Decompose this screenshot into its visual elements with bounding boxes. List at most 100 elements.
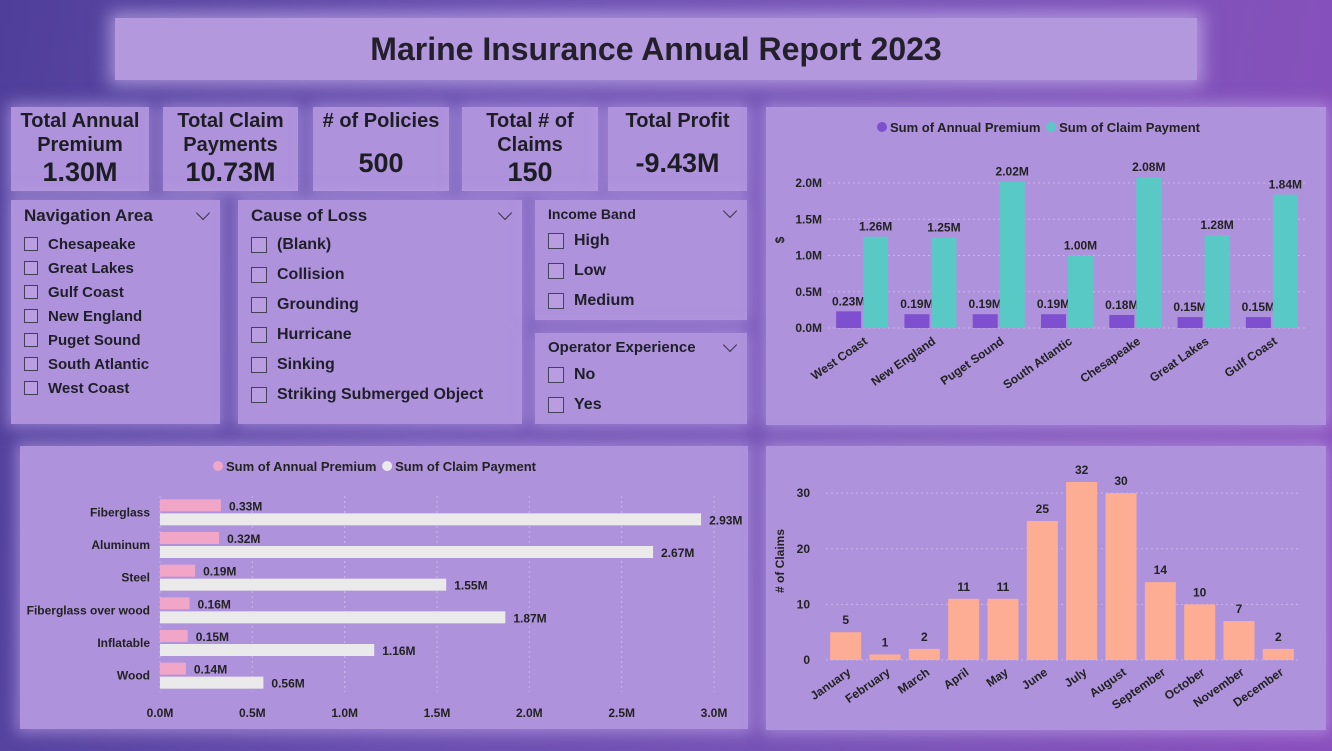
checkbox[interactable] (251, 387, 267, 403)
data-label: 0.15M (1242, 300, 1275, 314)
data-label: 2.02M (996, 165, 1029, 179)
checkbox[interactable] (24, 357, 38, 371)
legend-label: Sum of Claim Payment (1059, 120, 1201, 135)
data-label: 0.16M (198, 597, 231, 611)
bar (160, 630, 188, 642)
data-label: 1.25M (927, 220, 960, 234)
slicer-option[interactable]: No (548, 360, 747, 390)
slicer-option[interactable]: Chesapeake (24, 232, 220, 256)
bar (1136, 177, 1162, 328)
slicer-option[interactable]: (Blank) (251, 230, 522, 260)
checkbox[interactable] (24, 381, 38, 395)
chart-panel-area: 0.0M 0.5M 1.0M 1.5M 2.0M $ Sum of Annual Premi… (766, 107, 1326, 425)
bar (908, 648, 940, 660)
slicer-option[interactable]: Great Lakes (24, 256, 220, 280)
y-tick-label: Inflatable (97, 636, 150, 650)
data-label: 1.26M (859, 220, 892, 234)
kpi-number-of-policies: # of Policies 500 (313, 107, 449, 191)
bar (160, 532, 220, 544)
chevron-down-icon[interactable] (497, 205, 513, 221)
checkbox[interactable] (24, 237, 38, 251)
checkbox[interactable] (251, 297, 267, 313)
slicer-header: Navigation Area (11, 200, 220, 228)
bar (1041, 314, 1066, 328)
kpi-value: 500 (358, 148, 404, 178)
checkbox[interactable] (24, 285, 38, 299)
data-label: 0.56M (271, 677, 304, 691)
report-title-banner: Marine Insurance Annual Report 2023 (115, 18, 1197, 80)
bar (160, 676, 264, 689)
bar (1262, 648, 1294, 660)
chart-premium-claims-by-area: 0.0M 0.5M 1.0M 1.5M 2.0M $ Sum of Annual Premi… (773, 120, 1306, 392)
slicer-title: Operator Experience (548, 339, 696, 356)
y-tick-label: 10 (797, 597, 811, 611)
data-label: 2 (921, 630, 928, 644)
slicer-option[interactable]: Sinking (251, 350, 522, 380)
bar (931, 237, 957, 328)
y-tick-label: Fiberglass (90, 505, 150, 519)
slicer-title: Navigation Area (24, 206, 153, 225)
bar (836, 311, 862, 328)
slicer-option[interactable]: New England (24, 304, 220, 328)
kpi-label: Total Claim Payments (177, 110, 284, 156)
chevron-down-icon[interactable] (722, 203, 738, 219)
slicer-option[interactable]: Puget Sound (24, 328, 220, 352)
slicer-header: Operator Experience (535, 333, 747, 358)
legend-marker (877, 122, 887, 132)
slicer-option[interactable]: Gulf Coast (24, 280, 220, 304)
slicer-option[interactable]: Striking Submerged Object (251, 380, 522, 410)
slicer-option[interactable]: Medium (548, 286, 747, 316)
bar (830, 632, 862, 660)
bar (904, 314, 930, 328)
bar (160, 546, 654, 558)
data-label: 0.19M (1037, 297, 1070, 311)
slicer-navigation-area: Navigation Area Chesapeake Great Lakes G… (11, 200, 220, 424)
y-tick-label: 20 (797, 542, 811, 556)
data-label: 0.32M (227, 532, 260, 546)
checkbox[interactable] (548, 263, 564, 279)
slicer-option[interactable]: South Atlantic (24, 352, 220, 376)
chevron-down-icon[interactable] (195, 205, 211, 221)
checkbox[interactable] (251, 327, 267, 343)
chevron-down-icon[interactable] (722, 337, 738, 352)
report-title: Marine Insurance Annual Report 2023 (370, 30, 942, 67)
slicer-option[interactable]: Grounding (251, 290, 522, 320)
checkbox[interactable] (251, 357, 267, 373)
checkbox[interactable] (548, 367, 564, 383)
bar (1177, 317, 1203, 328)
data-label: 1.28M (1200, 218, 1233, 232)
checkbox[interactable] (24, 333, 38, 347)
slicer-option[interactable]: High (548, 226, 747, 256)
bar (1272, 194, 1298, 328)
x-tick-label: South Atlantic (1000, 334, 1075, 392)
y-axis-label: # of Claims (773, 529, 787, 593)
data-label: 0.33M (229, 499, 262, 513)
slicer-option[interactable]: Hurricane (251, 320, 522, 350)
x-tick-label: 2.0M (516, 706, 543, 720)
kpi-value: 1.30M (42, 157, 118, 187)
slicer-option[interactable]: Low (548, 256, 747, 286)
data-label: 2 (1275, 630, 1282, 644)
x-tick-label: 0.0M (147, 706, 174, 720)
checkbox[interactable] (548, 397, 564, 413)
checkbox[interactable] (548, 293, 564, 309)
bar (1109, 314, 1135, 328)
checkbox[interactable] (24, 309, 38, 323)
checkbox[interactable] (251, 267, 267, 283)
bar (1245, 317, 1271, 328)
legend-marker (1046, 122, 1057, 132)
data-label: 1 (882, 635, 889, 649)
x-tick-label: April (941, 665, 971, 692)
bar (160, 564, 196, 577)
checkbox[interactable] (548, 233, 564, 249)
slicer-option[interactable]: Yes (548, 390, 747, 420)
y-tick-label: 0.5M (795, 285, 822, 299)
slicer-option[interactable]: West Coast (24, 376, 220, 400)
kpi-total-profit: Total Profit -9.43M (608, 107, 747, 191)
y-tick-label: Fiberglass over wood (27, 603, 150, 617)
x-tick-label: 2.5M (608, 706, 635, 720)
data-label: 32 (1075, 463, 1089, 477)
slicer-option[interactable]: Collision (251, 260, 522, 290)
checkbox[interactable] (251, 237, 267, 253)
checkbox[interactable] (24, 261, 38, 275)
